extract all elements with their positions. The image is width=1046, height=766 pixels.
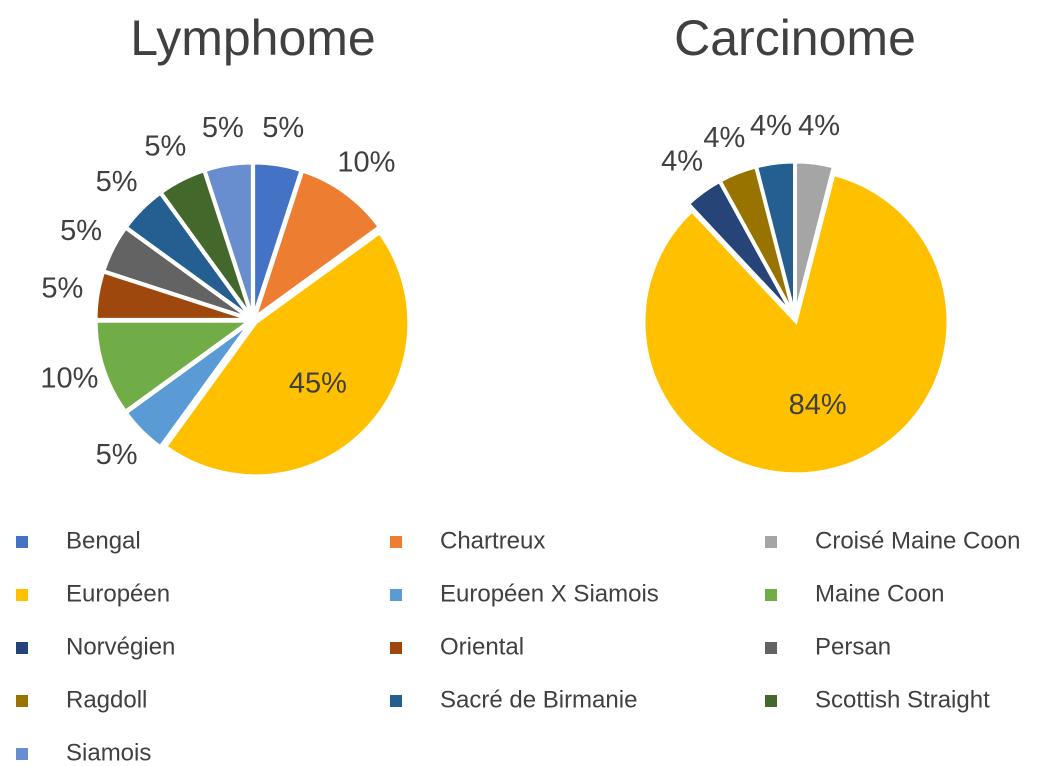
legend-label: Croisé Maine Coon	[815, 527, 1020, 554]
legend-swatch	[390, 589, 402, 601]
legend-label: Bengal	[66, 527, 141, 554]
chart-title: Carcinome	[674, 10, 916, 66]
legend-swatch	[390, 642, 402, 654]
slice-label: 5%	[96, 439, 138, 471]
legend-label: Ragdoll	[66, 686, 147, 713]
legend-swatch	[16, 642, 28, 654]
pie-slice	[252, 169, 382, 321]
legend-swatch	[16, 695, 28, 707]
slice-label: 5%	[202, 112, 244, 144]
slice-label: 5%	[41, 272, 83, 304]
slice-label: 4%	[750, 110, 792, 142]
slice-label: 5%	[96, 166, 138, 198]
pie-slice	[754, 160, 796, 315]
legend-swatch	[765, 695, 777, 707]
pie-slice	[642, 172, 950, 476]
legend-label: Norvégien	[66, 633, 175, 660]
legend-label: Oriental	[440, 633, 524, 660]
slice-label: 84%	[789, 389, 847, 421]
legend-label: Sacré de Birmanie	[440, 686, 637, 713]
legend-swatch	[765, 536, 777, 548]
slice-label: 5%	[60, 215, 102, 247]
legend-swatch	[765, 642, 777, 654]
legend-label: Siamois	[66, 739, 151, 766]
slice-label: 4%	[798, 110, 840, 142]
slice-label: 5%	[262, 112, 304, 144]
pie-slice	[203, 161, 254, 317]
legend-swatch	[16, 536, 28, 548]
legend-label: Européen X Siamois	[440, 580, 659, 607]
pie-slice	[163, 230, 411, 478]
slice-label: 4%	[661, 145, 703, 177]
legend-swatch	[765, 589, 777, 601]
pie-slice	[124, 321, 252, 449]
slice-label: 5%	[144, 131, 186, 163]
slice-label: 45%	[289, 368, 347, 400]
legend-label: Maine Coon	[815, 580, 944, 607]
legend-swatch	[390, 695, 402, 707]
legend-label: Européen	[66, 580, 170, 607]
legend-label: Chartreux	[440, 527, 545, 554]
legend-label: Persan	[815, 633, 891, 660]
pie-slice	[94, 319, 254, 414]
slice-label: 10%	[40, 362, 98, 394]
legend-swatch	[390, 536, 402, 548]
legend-label: Scottish Straight	[815, 686, 990, 713]
legend-swatch	[16, 589, 28, 601]
chart-title: Lymphome	[130, 10, 375, 66]
slice-label: 4%	[703, 122, 745, 154]
slice-label: 10%	[337, 147, 395, 179]
legend-swatch	[16, 748, 28, 760]
